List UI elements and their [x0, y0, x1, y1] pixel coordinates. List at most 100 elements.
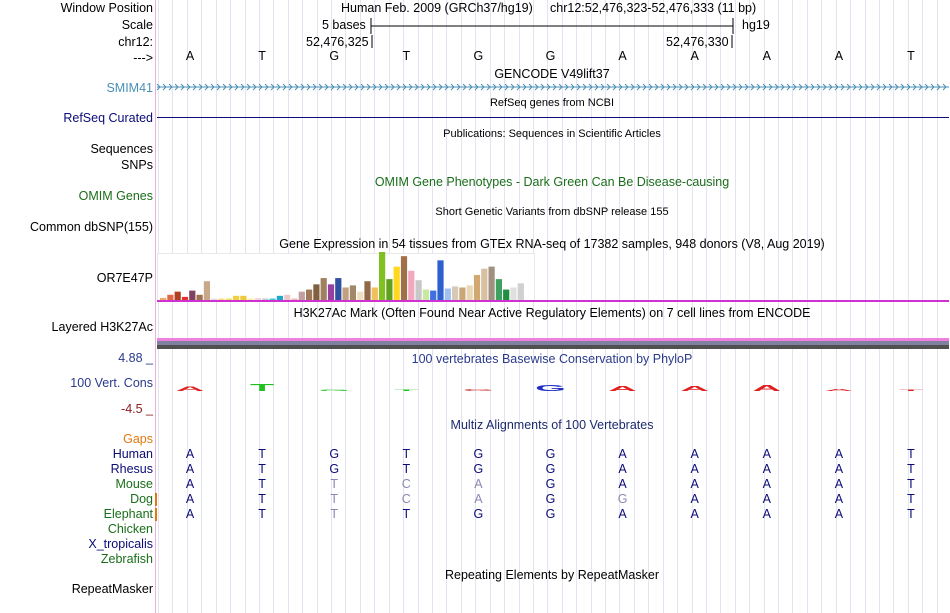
cons-logo-letter[interactable]: A [753, 383, 782, 393]
strand-chevron [522, 83, 527, 91]
gtex-tissue-bar[interactable] [495, 279, 502, 300]
cons-track-label[interactable]: 100 Vert. Cons [70, 376, 153, 390]
gtex-baseline [157, 300, 949, 302]
gtex-tissue-bar[interactable] [459, 287, 466, 300]
gtex-tissue-bar[interactable] [371, 287, 378, 300]
gtex-tissue-bar[interactable] [218, 298, 225, 301]
species-label[interactable]: Rhesus [110, 462, 153, 476]
gtex-tissue-bar[interactable] [240, 295, 247, 300]
gtex-tissue-bar[interactable] [254, 297, 262, 300]
refseq-track-label[interactable]: RefSeq Curated [63, 111, 153, 125]
species-label[interactable]: Dog [130, 492, 153, 506]
gtex-tissue-bar[interactable] [233, 295, 240, 300]
or7e47p-gene-label[interactable]: OR7E47P [96, 271, 153, 285]
gtex-tissue-bar[interactable] [422, 289, 429, 300]
species-label[interactable]: Elephant [103, 507, 153, 521]
gaps-label[interactable]: Gaps [123, 432, 153, 446]
gtex-tissue-bar[interactable] [430, 290, 437, 300]
gtex-tissue-bar[interactable] [313, 284, 320, 300]
gtex-tissue-bar[interactable] [393, 266, 400, 300]
gtex-tissue-bar[interactable] [320, 278, 327, 300]
omim-track-label[interactable]: OMIM Genes [78, 189, 153, 203]
gtex-tissue-bar[interactable] [262, 298, 269, 301]
gtex-tissue-bar[interactable] [400, 256, 408, 300]
strand-chevron [594, 83, 599, 91]
strand-chevron [654, 83, 659, 91]
gtex-tissue-bar[interactable] [517, 283, 524, 300]
gtex-tissue-bar[interactable] [306, 289, 313, 300]
gtex-tissue-bar[interactable] [167, 294, 174, 300]
dbsnp-track-label[interactable]: Common dbSNP(155) [30, 220, 153, 234]
cons-logo-letter[interactable]: A [825, 388, 854, 391]
gtex-tissue-bar[interactable] [291, 298, 298, 301]
gtex-tissue-bar[interactable] [181, 296, 189, 300]
cons-logo-letter[interactable]: A [176, 385, 205, 393]
gtex-expression-chart[interactable] [157, 250, 949, 302]
grid-line [532, 0, 534, 613]
species-label[interactable]: Mouse [115, 477, 153, 491]
gtex-tissue-bar[interactable] [379, 252, 386, 300]
gtex-tissue-bar[interactable] [284, 294, 291, 300]
species-label[interactable]: Chicken [107, 522, 153, 536]
gtex-tissue-bar[interactable] [386, 279, 393, 300]
cons-logo-letter[interactable]: G [319, 389, 350, 391]
cons-logo-letter[interactable]: G [535, 384, 566, 393]
gtex-tissue-bar[interactable] [503, 289, 510, 300]
gtex-tissue-bar[interactable] [335, 278, 342, 300]
smim41-gene-feature[interactable] [156, 81, 949, 95]
species-label[interactable]: Human [112, 447, 153, 461]
cons-logo-letter[interactable]: G [463, 388, 494, 391]
repeatmasker-track-label[interactable]: RepeatMasker [71, 582, 153, 596]
gtex-tissue-bar[interactable] [488, 266, 495, 300]
refseq-gene-line[interactable] [157, 117, 949, 118]
gtex-tissue-bar[interactable] [466, 285, 473, 300]
gtex-tissue-bar[interactable] [189, 290, 196, 300]
gtex-tissue-bar[interactable] [349, 285, 356, 300]
alignment-base: A [834, 507, 844, 521]
cons-logo-letter[interactable]: T [899, 390, 923, 392]
gtex-tissue-bar[interactable] [444, 288, 451, 300]
gtex-tissue-bar[interactable] [481, 268, 488, 300]
grid-line [460, 0, 462, 613]
h3k27ac-top-layer [157, 338, 949, 341]
cons-logo-letter[interactable]: A [680, 384, 709, 393]
gtex-tissue-bar[interactable] [342, 287, 349, 300]
gtex-tissue-bar[interactable] [247, 298, 254, 301]
gtex-tissue-bar[interactable] [437, 260, 444, 300]
reference-base: A [185, 49, 195, 63]
gtex-tissue-bar[interactable] [196, 294, 203, 300]
strand-chevron [192, 83, 197, 91]
alignment-base: G [545, 492, 556, 506]
gtex-tissue-bar[interactable] [452, 286, 459, 300]
species-label[interactable]: Zebrafish [100, 552, 153, 566]
gtex-tissue-bar[interactable] [510, 287, 517, 300]
gtex-tissue-bar[interactable] [211, 298, 218, 301]
cons-logo-letter[interactable]: A [608, 385, 637, 393]
h3k27ac-track-label[interactable]: Layered H3K27Ac [51, 320, 153, 334]
gtex-tissue-bar[interactable] [473, 274, 481, 300]
gtex-tissue-bar[interactable] [160, 297, 167, 300]
gtex-tissue-bar[interactable] [276, 295, 283, 300]
gtex-tissue-bar[interactable] [203, 281, 210, 300]
gtex-tissue-bar[interactable] [225, 298, 232, 301]
cons-logo-letter[interactable]: T [394, 390, 418, 392]
gtex-tissue-bar[interactable] [298, 291, 305, 300]
gtex-tissue-bar[interactable] [327, 284, 335, 300]
gtex-tissue-bar[interactable] [364, 281, 371, 300]
species-label[interactable]: X_tropicalis [88, 537, 153, 551]
cons-logo-letter[interactable]: T [250, 382, 275, 393]
gtex-tissue-bar[interactable] [269, 298, 276, 301]
grid-line [691, 0, 693, 613]
gtex-tissue-bar[interactable] [174, 291, 181, 300]
gtex-tissue-bar[interactable] [415, 280, 422, 300]
sequences-track-label[interactable]: Sequences [90, 142, 153, 156]
grid-line [331, 0, 333, 613]
smim41-gene-label[interactable]: SMIM41 [106, 81, 153, 95]
coord-ticks [371, 35, 733, 48]
gtex-tissue-bar[interactable] [357, 291, 364, 300]
snps-track-label[interactable]: SNPs [121, 158, 153, 172]
gtex-tissue-bar[interactable] [408, 270, 415, 300]
strand-chevron [300, 83, 305, 91]
